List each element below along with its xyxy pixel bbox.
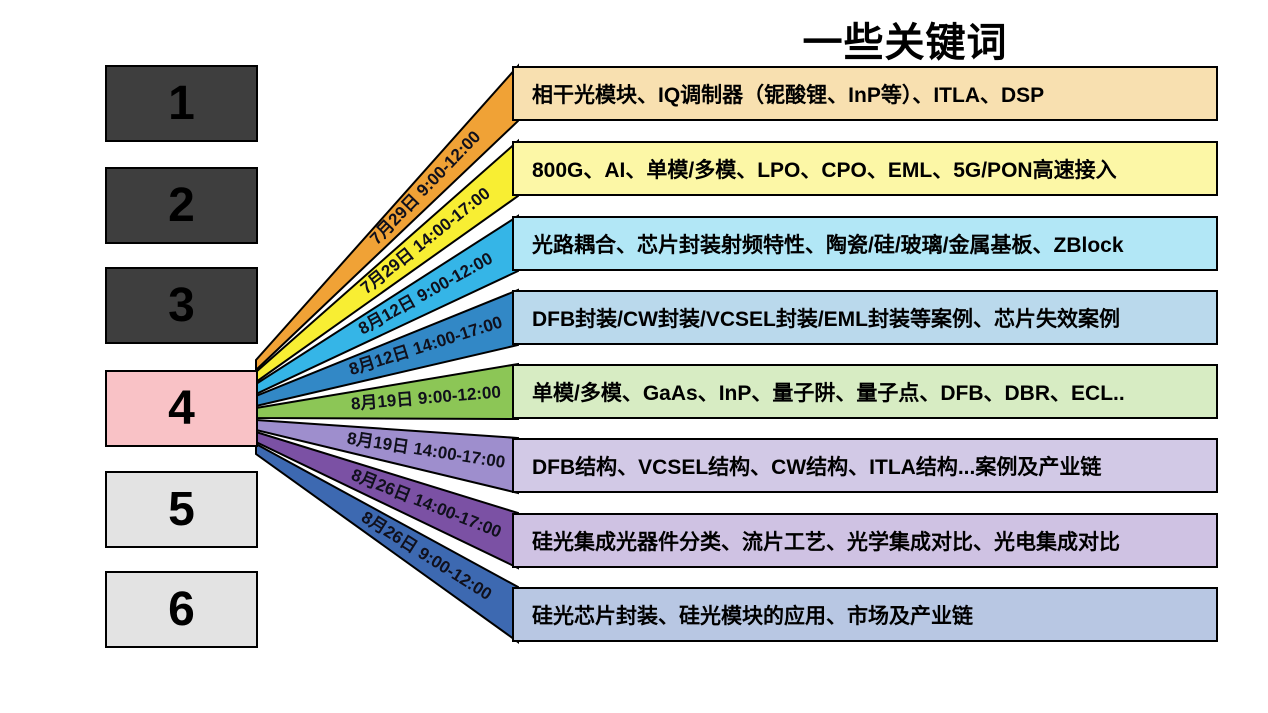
step-number-1: 1 xyxy=(168,77,195,130)
keyword-row-2: 800G、AI、单模/多模、LPO、CPO、EML、5G/PON高速接入 xyxy=(512,141,1218,196)
keyword-row-6: DFB结构、VCSEL结构、CW结构、ITLA结构...案例及产业链 xyxy=(512,438,1218,493)
step-number-3: 3 xyxy=(168,279,195,332)
keyword-row-5: 单模/多模、GaAs、InP、量子阱、量子点、DFB、DBR、ECL.. xyxy=(512,364,1218,419)
page-title: 一些关键词 xyxy=(802,21,1008,65)
keyword-text-4: DFB封装/CW封装/VCSEL封装/EML封装等案例、芯片失效案例 xyxy=(532,307,1120,331)
step-box-3: 3 xyxy=(105,267,258,344)
ribbon-shape-8 xyxy=(255,442,519,644)
step-number-5: 5 xyxy=(168,483,195,536)
keyword-row-4: DFB封装/CW封装/VCSEL封装/EML封装等案例、芯片失效案例 xyxy=(512,290,1218,345)
step-number-2: 2 xyxy=(168,179,195,232)
keyword-row-7: 硅光集成光器件分类、流片工艺、光学集成对比、光电集成对比 xyxy=(512,513,1218,568)
keyword-text-1: 相干光模块、IQ调制器（铌酸锂、InP等）、ITLA、DSP xyxy=(532,83,1045,107)
session-ribbon-5: 8月19日 9:00-12:00 xyxy=(255,362,519,421)
step-box-4: 4 xyxy=(105,370,258,447)
keyword-text-2: 800G、AI、单模/多模、LPO、CPO、EML、5G/PON高速接入 xyxy=(532,158,1117,182)
step-number-4: 4 xyxy=(168,382,195,435)
step-box-1: 1 xyxy=(105,65,258,142)
keyword-text-6: DFB结构、VCSEL结构、CW结构、ITLA结构...案例及产业链 xyxy=(532,455,1102,479)
step-box-2: 2 xyxy=(105,167,258,244)
step-number-6: 6 xyxy=(168,583,195,636)
keyword-row-8: 硅光芯片封装、硅光模块的应用、市场及产业链 xyxy=(512,587,1218,642)
ribbon-shape-1 xyxy=(255,63,519,373)
keyword-text-5: 单模/多模、GaAs、InP、量子阱、量子点、DFB、DBR、ECL.. xyxy=(532,381,1125,405)
keyword-text-3: 光路耦合、芯片封装射频特性、陶瓷/硅/玻璃/金属基板、ZBlock xyxy=(532,233,1124,257)
keyword-text-8: 硅光芯片封装、硅光模块的应用、市场及产业链 xyxy=(532,604,973,628)
keyword-text-7: 硅光集成光器件分类、流片工艺、光学集成对比、光电集成对比 xyxy=(532,530,1120,554)
keyword-row-3: 光路耦合、芯片封装射频特性、陶瓷/硅/玻璃/金属基板、ZBlock xyxy=(512,216,1218,271)
step-box-5: 5 xyxy=(105,471,258,548)
keyword-row-1: 相干光模块、IQ调制器（铌酸锂、InP等）、ITLA、DSP xyxy=(512,66,1218,121)
step-box-6: 6 xyxy=(105,571,258,648)
